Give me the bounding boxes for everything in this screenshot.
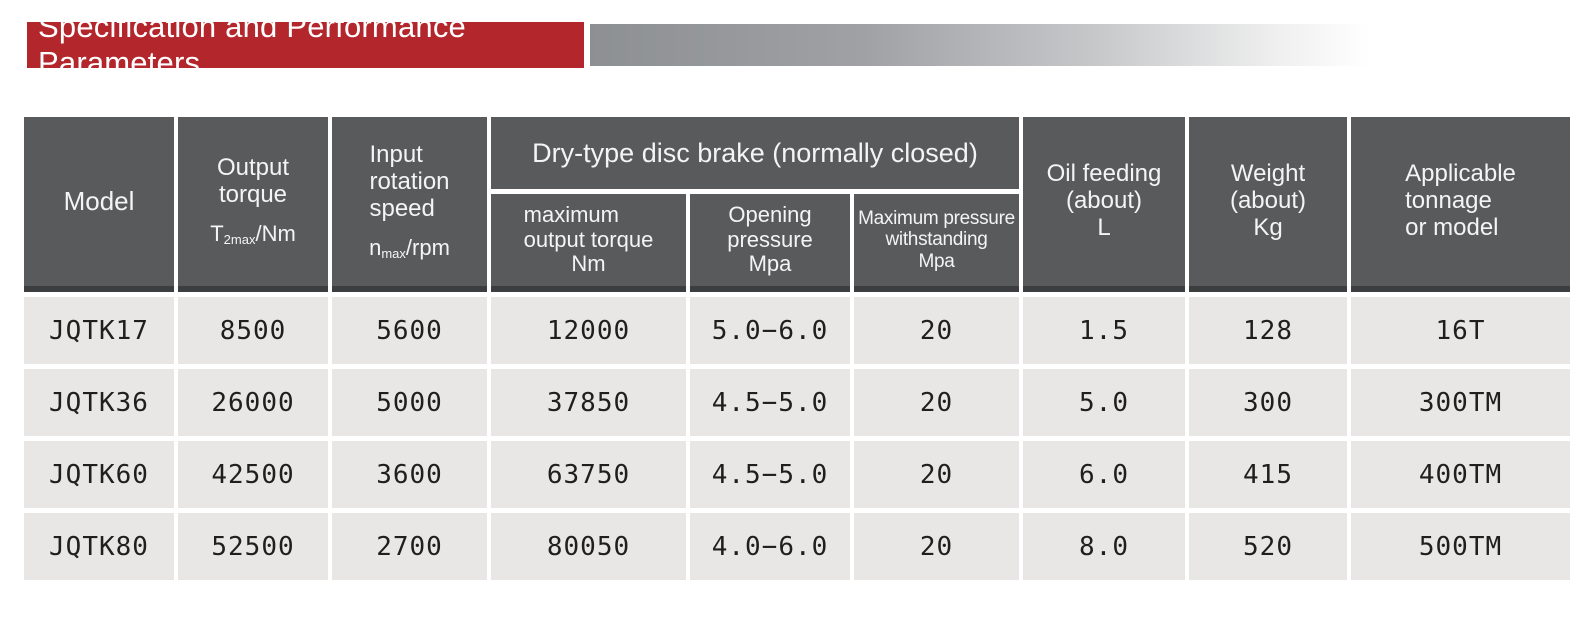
cell-opening-pressure: 4.5−5.0 <box>690 369 850 436</box>
cell-weight: 300 <box>1189 369 1347 436</box>
cell-max-pressure: 20 <box>854 441 1019 508</box>
section-title-banner: Specification and Performance Parameters <box>27 9 584 80</box>
input-speed-symbol: nmax/rpm <box>369 234 450 261</box>
table-row: JQTK36 26000 5000 37850 4.5−5.0 20 5.0 3… <box>24 369 1570 436</box>
cell-oil: 1.5 <box>1023 297 1185 364</box>
cell-model: JQTK60 <box>24 441 174 508</box>
col-header-model: Model <box>24 117 174 292</box>
spec-table: Model Output torque T2max/Nm Input rotat… <box>20 112 1574 585</box>
cell-applicable: 300TM <box>1351 369 1570 436</box>
cell-model: JQTK17 <box>24 297 174 364</box>
cell-output-torque: 26000 <box>178 369 328 436</box>
col-header-weight: Weight (about) Kg <box>1189 117 1347 292</box>
table-row: JQTK60 42500 3600 63750 4.5−5.0 20 6.0 4… <box>24 441 1570 508</box>
cell-opening-pressure: 4.0−6.0 <box>690 513 850 580</box>
col-header-brake-group: Dry-type disc brake (normally closed) <box>491 117 1019 189</box>
decorative-gradient-bar <box>590 24 1370 66</box>
cell-model: JQTK36 <box>24 369 174 436</box>
cell-applicable: 16T <box>1351 297 1570 364</box>
cell-output-torque: 8500 <box>178 297 328 364</box>
col-header-applicable: Applicable tonnage or model <box>1351 117 1570 292</box>
col-header-output-torque: Output torque T2max/Nm <box>178 117 328 292</box>
cell-output-torque: 52500 <box>178 513 328 580</box>
cell-oil: 5.0 <box>1023 369 1185 436</box>
col-header-input-speed: Input rotation speed nmax/rpm <box>332 117 487 292</box>
cell-input-speed: 2700 <box>332 513 487 580</box>
cell-opening-pressure: 5.0−6.0 <box>690 297 850 364</box>
cell-opening-pressure: 4.5−5.0 <box>690 441 850 508</box>
cell-brake-torque: 63750 <box>491 441 686 508</box>
cell-weight: 415 <box>1189 441 1347 508</box>
col-header-oil-feeding: Oil feeding (about) L <box>1023 117 1185 292</box>
col-header-opening-pressure: Opening pressure Mpa <box>690 194 850 292</box>
cell-output-torque: 42500 <box>178 441 328 508</box>
cell-oil: 8.0 <box>1023 513 1185 580</box>
cell-input-speed: 5000 <box>332 369 487 436</box>
spec-table-container: Model Output torque T2max/Nm Input rotat… <box>20 112 1574 585</box>
cell-applicable: 400TM <box>1351 441 1570 508</box>
table-row: JQTK17 8500 5600 12000 5.0−6.0 20 1.5 12… <box>24 297 1570 364</box>
section-title: Specification and Performance Parameters <box>38 9 466 80</box>
cell-input-speed: 3600 <box>332 441 487 508</box>
cell-model: JQTK80 <box>24 513 174 580</box>
output-torque-symbol: T2max/Nm <box>210 221 296 248</box>
cell-max-pressure: 20 <box>854 297 1019 364</box>
cell-applicable: 500TM <box>1351 513 1570 580</box>
cell-input-speed: 5600 <box>332 297 487 364</box>
cell-weight: 128 <box>1189 297 1347 364</box>
col-header-max-pressure: Maximum pressure withstanding Mpa <box>854 194 1019 292</box>
cell-oil: 6.0 <box>1023 441 1185 508</box>
col-header-brake-max-torque: maximum output torque Nm <box>491 194 686 292</box>
cell-weight: 520 <box>1189 513 1347 580</box>
cell-brake-torque: 80050 <box>491 513 686 580</box>
header-row-sub: maximum output torque Nm Opening pressur… <box>24 194 1570 292</box>
cell-max-pressure: 20 <box>854 513 1019 580</box>
cell-brake-torque: 37850 <box>491 369 686 436</box>
cell-brake-torque: 12000 <box>491 297 686 364</box>
table-row: JQTK80 52500 2700 80050 4.0−6.0 20 8.0 5… <box>24 513 1570 580</box>
cell-max-pressure: 20 <box>854 369 1019 436</box>
header-row-top: Model Output torque T2max/Nm Input rotat… <box>24 117 1570 292</box>
